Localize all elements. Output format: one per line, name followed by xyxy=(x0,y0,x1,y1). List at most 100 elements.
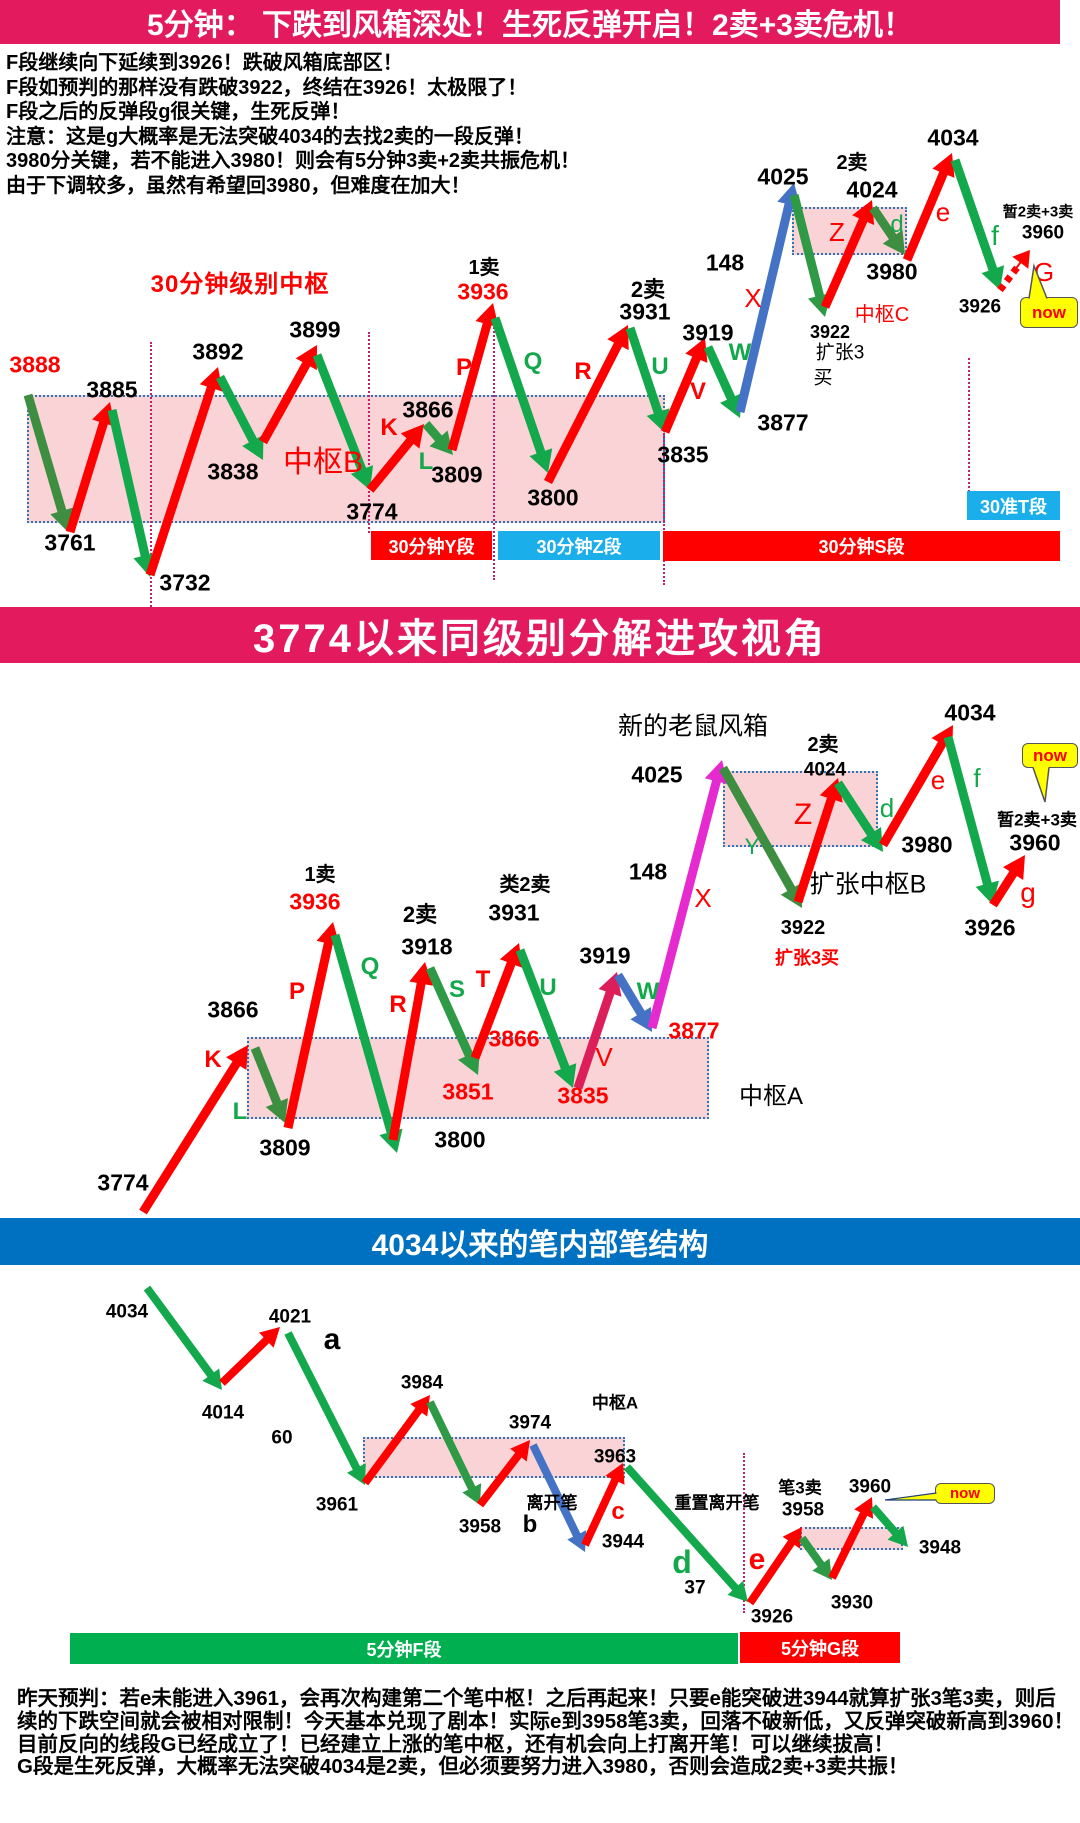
segment-label: f xyxy=(973,763,981,793)
section-title: 3774以来同级别分解进攻视角 xyxy=(253,617,827,661)
pivot-label: 3926 xyxy=(964,914,1016,941)
pivot-label: 3732 xyxy=(159,569,211,596)
pivot-label: 3866 xyxy=(207,996,259,1023)
pivot-label: 3936 xyxy=(289,888,341,915)
note-line: 由于下调较多，虽然有希望回3980，但难度在加大！ xyxy=(6,174,471,197)
pivot-label: 3892 xyxy=(192,338,244,365)
pivot-label: 4021 xyxy=(268,1306,312,1328)
segment-bar-t: 30准T段 xyxy=(967,491,1060,520)
now-callout: now xyxy=(1022,743,1078,768)
pivot-label: 3960 xyxy=(1009,829,1061,856)
segment-label: X xyxy=(694,883,712,913)
segment-label: R xyxy=(574,358,592,385)
segment-label: P xyxy=(455,354,473,381)
pivot-label: 4034 xyxy=(944,699,996,726)
pivot-label: 3930 xyxy=(830,1592,874,1614)
segment-label: S xyxy=(448,976,466,1003)
zhongshu-c-label: 中枢C xyxy=(854,304,910,326)
pivot-label: 4025 xyxy=(631,761,683,788)
segment-label: U xyxy=(539,974,557,1001)
zhongshu-b-label: 中枢B xyxy=(282,446,364,479)
pivot-label: 3958 xyxy=(781,1499,825,1521)
pivot-label: 3888 xyxy=(9,351,61,378)
arrow-up-icon-g xyxy=(1012,250,1030,272)
range-label: 148 xyxy=(705,249,745,276)
pivot-label: 3922 xyxy=(780,917,826,939)
leave-bi-annotation: 离开笔 xyxy=(526,1493,578,1513)
range-label: 60 xyxy=(271,1427,293,1449)
pivot-label: 3926 xyxy=(750,1606,794,1628)
note-line: 昨天预判：若e未能进入3961，会再次构建第二个笔中枢！之后再起来！只要e能突破… xyxy=(17,1687,1056,1710)
pivot-label: 3936 xyxy=(457,278,509,305)
pivot-label: 3931 xyxy=(488,899,540,926)
pivot-label: 3835 xyxy=(557,1082,609,1109)
segment-bar-s: 30分钟S段 xyxy=(663,531,1060,561)
segment-label: Q xyxy=(360,953,380,980)
note-line: F段如预判的那样没有跌破3922，终结在3926！太极限了！ xyxy=(6,76,528,99)
reset-leave-bi-annotation: 重置离开笔 xyxy=(674,1493,760,1513)
sell2-annotation: 2卖 xyxy=(836,152,868,174)
pivot-label: 3835 xyxy=(657,441,709,468)
pivot-label: 3961 xyxy=(315,1494,359,1516)
pivot-label: 3800 xyxy=(527,484,579,511)
bi-zhongshu-a-label: 中枢A xyxy=(591,1393,639,1413)
pivot-label: 3931 xyxy=(619,298,671,325)
callout-tail-outline xyxy=(1032,767,1050,803)
pivot-label: 3980 xyxy=(866,258,918,285)
pivot-label: 3838 xyxy=(207,458,259,485)
pivot-label: 3800 xyxy=(434,1126,486,1153)
pivot-label: 3984 xyxy=(400,1372,444,1394)
note-line: F段之后的反弹段g很关键，生死反弹！ xyxy=(6,101,351,123)
sell1-annotation: 1卖 xyxy=(468,257,500,279)
temp-sell-annotation: 暂2卖+3卖 xyxy=(1002,203,1074,221)
note-line: 注意：这是g大概率是无法突破4034的去找2卖的一段反弹！ xyxy=(6,125,534,148)
segment-label: d xyxy=(890,211,904,238)
segment-label: Y xyxy=(744,834,760,859)
pivot-label: 3809 xyxy=(259,1134,311,1161)
note-line: 目前反向的线段G已经成立了！已经建立上涨的笔中枢，还有机会向上打离开笔！可以继续… xyxy=(17,1732,894,1756)
pivot-label: 3866 xyxy=(402,396,454,423)
expand-3buy-annotation: 扩张3 xyxy=(815,342,865,364)
segment-label: K xyxy=(380,414,398,441)
segment-label: T xyxy=(475,966,491,993)
segment-label: a xyxy=(323,1323,341,1356)
pivot-label: 3918 xyxy=(401,933,453,960)
callout-tail-icon xyxy=(1033,766,1049,802)
zhongshu-a-label: 中枢A xyxy=(738,1083,804,1110)
pivot-label: 3948 xyxy=(918,1537,962,1559)
segment-label: c xyxy=(611,1498,625,1525)
arrow-up-icon-x xyxy=(647,760,729,1030)
top-notes: F段继续向下延续到3926！跌破风箱底部区！ F段如预判的那样没有跌破3922，… xyxy=(6,51,580,198)
pivot-label: 4034 xyxy=(105,1301,149,1323)
pivot-label: 4024 xyxy=(846,176,898,203)
segment-label: Q xyxy=(523,348,543,375)
segment-label: d xyxy=(672,1544,692,1580)
section-banner-bi-structure: 4034以来的笔内部笔结构 xyxy=(0,1218,1080,1265)
segment-bar-g: 5分钟G段 xyxy=(740,1632,900,1663)
divider-line xyxy=(968,358,970,520)
segment-label: b xyxy=(522,1511,538,1538)
expand-3buy-annotation: 买 xyxy=(813,367,833,389)
segment-bar-y: 30分钟Y段 xyxy=(371,531,492,560)
pivot-label: 3980 xyxy=(901,831,953,858)
divider-line xyxy=(150,342,152,607)
section-title: 4034以来的笔内部笔结构 xyxy=(371,1228,709,1262)
note-line: F段继续向下延续到3926！跌破风箱底部区！ xyxy=(6,52,403,74)
divider-line xyxy=(663,433,665,585)
now-callout: now xyxy=(935,1483,995,1504)
arrow-up-icon xyxy=(219,1327,280,1386)
segment-label: K xyxy=(204,1046,222,1073)
segment-label: f xyxy=(991,220,999,251)
zhongshu-30min-title: 30分钟级别中枢 xyxy=(150,271,330,298)
pivot-label: 3958 xyxy=(458,1516,502,1538)
callout-tail-icon xyxy=(885,1493,937,1500)
sell1-annotation: 1卖 xyxy=(304,864,336,886)
segment-label: R xyxy=(389,991,407,1018)
callout-tail-outline xyxy=(884,1492,937,1501)
pivot-label: 3851 xyxy=(442,1078,494,1105)
segment-label: L xyxy=(232,1098,248,1125)
pivot-label: 4025 xyxy=(757,163,809,190)
pivot-label: 3960 xyxy=(1021,222,1065,244)
divider-line xyxy=(743,1453,745,1613)
